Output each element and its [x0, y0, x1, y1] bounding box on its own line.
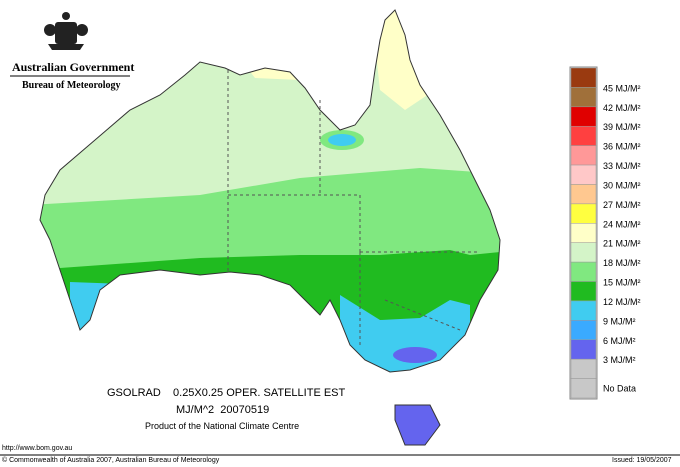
legend-label: 27 MJ/M²	[603, 200, 641, 210]
legend-swatch	[570, 261, 597, 282]
tasmania	[394, 404, 441, 446]
legend-swatch	[570, 223, 597, 243]
legend-swatch	[570, 378, 597, 399]
legend-label: 21 MJ/M²	[603, 239, 641, 249]
legend-swatch	[570, 358, 597, 379]
legend-swatch	[570, 106, 597, 127]
bureau-name: Bureau of Meteorology	[22, 80, 121, 91]
url: http://www.bom.gov.au	[2, 445, 73, 452]
copyright: © Commonwealth of Australia 2007, Austra…	[2, 457, 220, 464]
legend-label: 45 MJ/M²	[603, 83, 641, 93]
legend-swatch	[570, 125, 597, 146]
credit: Product of the National Climate Centre	[145, 421, 300, 431]
legend-swatch	[570, 164, 597, 185]
legend-swatch	[570, 87, 597, 108]
government-name: Australian Government	[12, 60, 135, 74]
legend-swatch	[570, 320, 597, 341]
legend-label: 24 MJ/M²	[603, 219, 641, 229]
legend-label: 18 MJ/M²	[603, 258, 641, 268]
legend-label: 39 MJ/M²	[603, 122, 641, 132]
legend-label: 30 MJ/M²	[603, 180, 641, 190]
legend-swatch	[570, 300, 597, 321]
legend-label: 9 MJ/M²	[603, 316, 636, 326]
legend-swatch	[570, 145, 597, 166]
legend-swatch	[570, 281, 597, 302]
legend-swatch	[570, 184, 597, 205]
legend-swatch	[570, 242, 597, 263]
legend-swatch	[570, 67, 597, 88]
state-borders	[227, 70, 480, 345]
issued: Issued: 19/05/2007	[612, 457, 672, 464]
legend-label: 6 MJ/M²	[603, 336, 636, 346]
legend-label: 12 MJ/M²	[603, 297, 641, 307]
legend-frame	[569, 66, 598, 400]
legend-label: 36 MJ/M²	[603, 142, 641, 152]
legend-label: 42 MJ/M²	[603, 103, 641, 113]
legend-swatch	[570, 339, 597, 360]
coat-of-arms	[44, 12, 88, 50]
caption-line: MJ/M^2 20070519	[176, 404, 270, 416]
legend-label: No Data	[603, 383, 636, 393]
legend-label: 3 MJ/M²	[603, 355, 636, 365]
legend-label: 33 MJ/M²	[603, 161, 641, 171]
legend: 45 MJ/M² 42 MJ/M² 39 MJ/M² 36 MJ/M² 33 MJ/M²…	[570, 67, 641, 399]
legend-swatch	[570, 203, 597, 224]
legend-label: 15 MJ/M²	[603, 278, 641, 288]
coastline	[39, 9, 501, 373]
caption-line: GSOLRAD 0.25X0.25 OPER. SATELLITE EST	[107, 387, 346, 399]
